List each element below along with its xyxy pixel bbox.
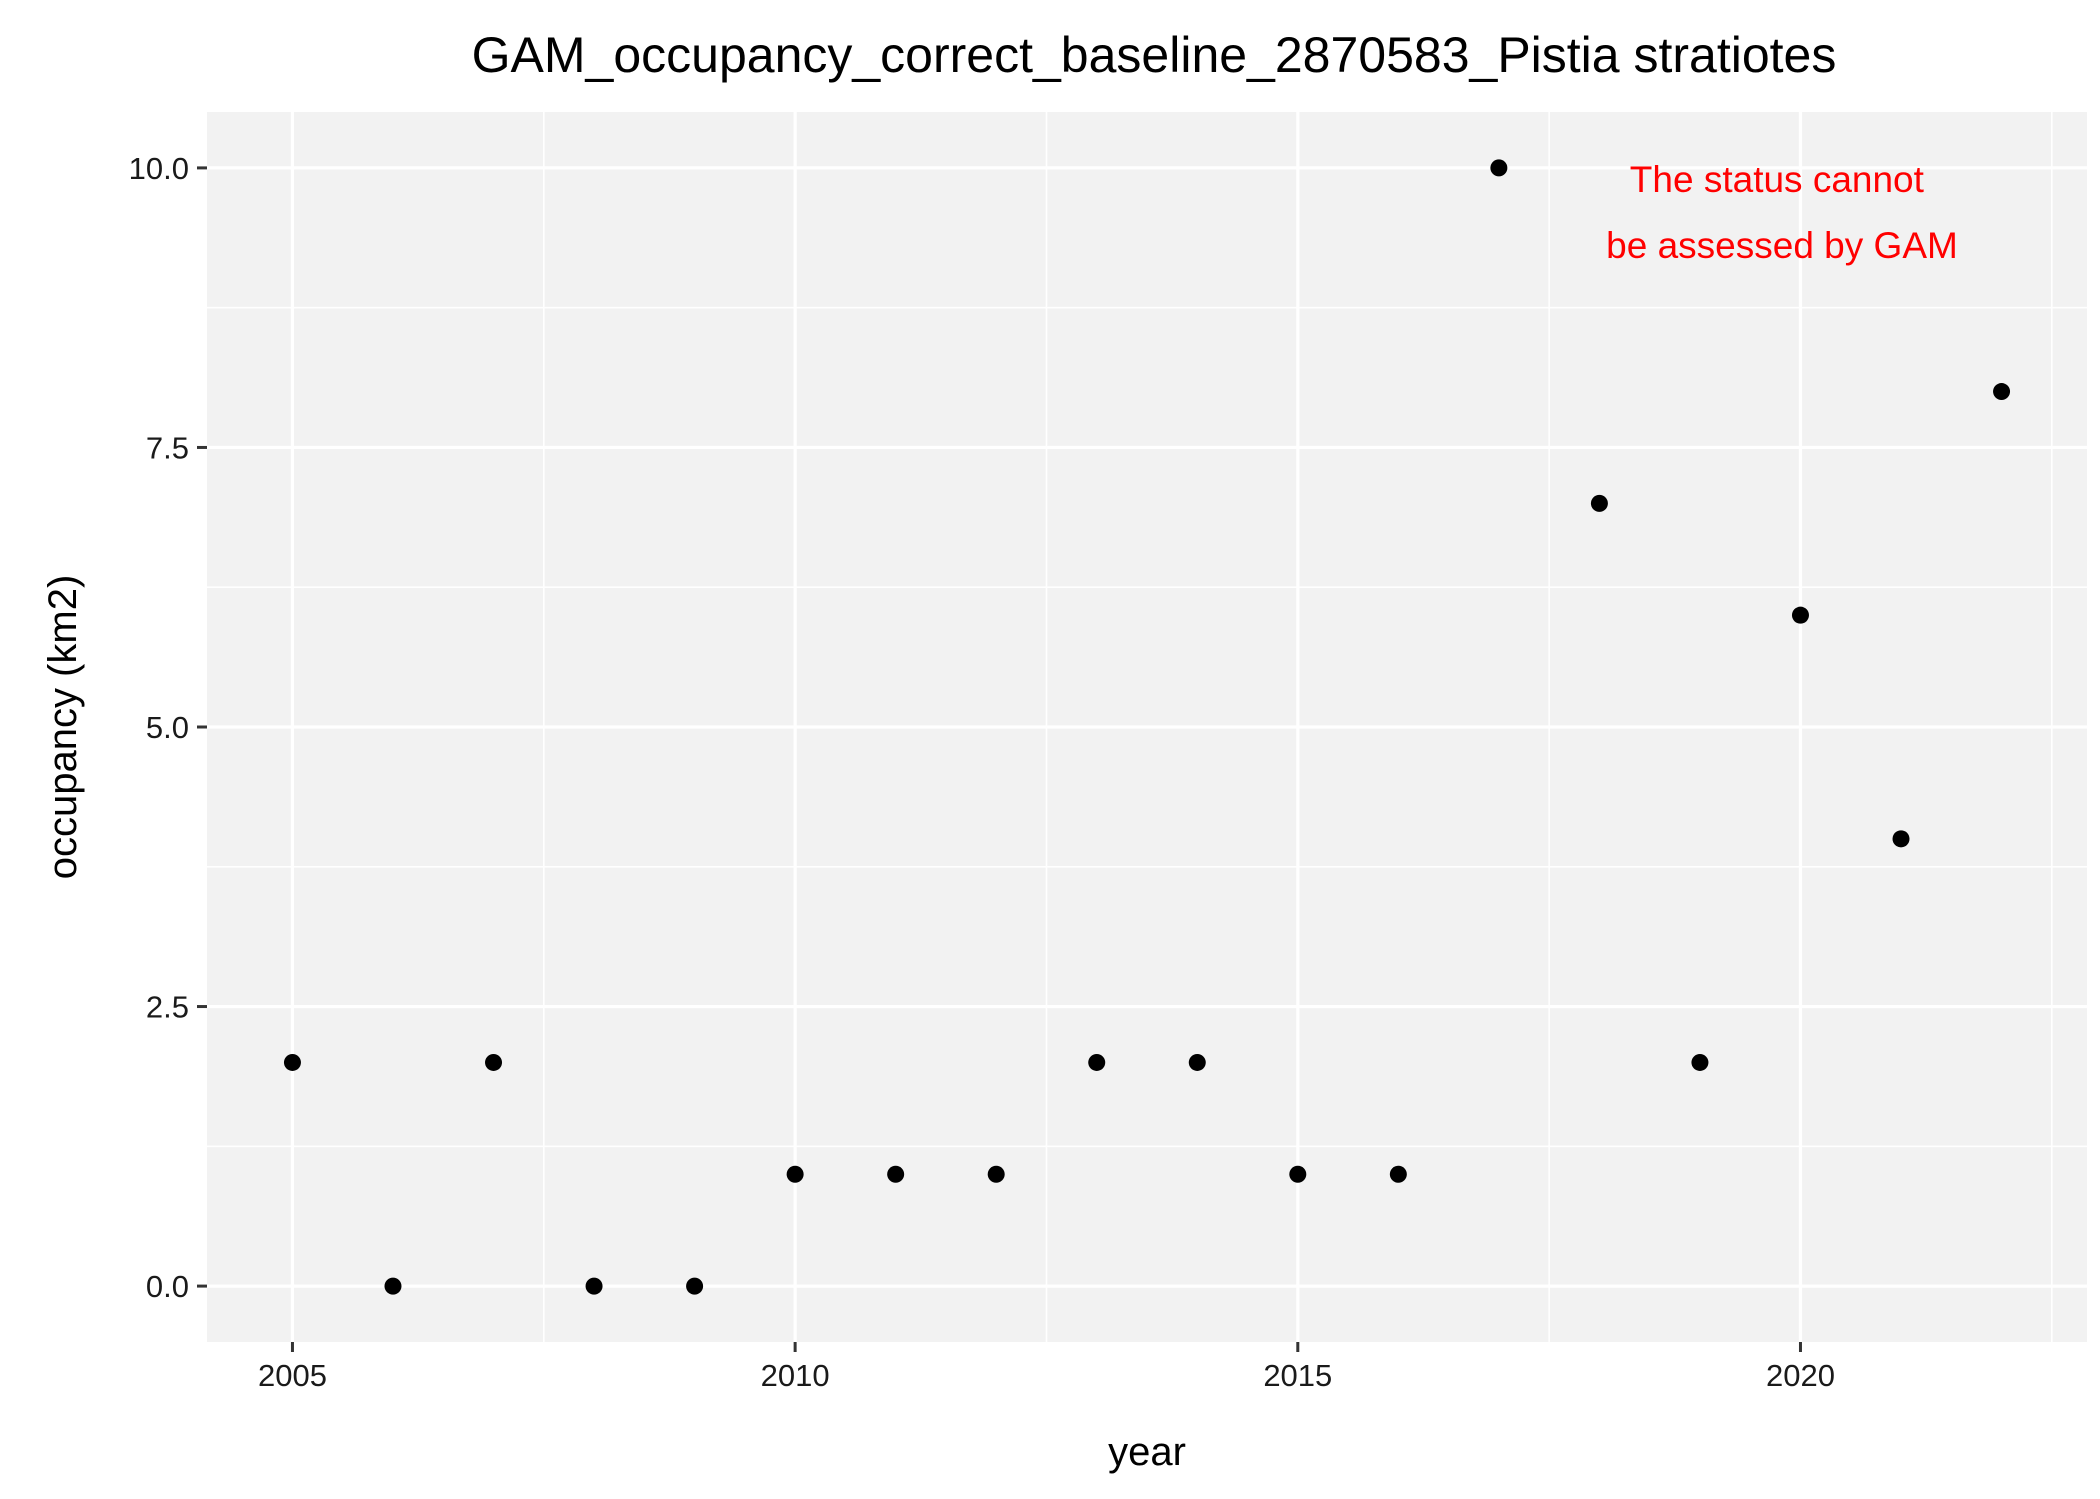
data-point [1691,1053,1709,1071]
y-axis-title: occupancy (km2) [41,575,85,880]
y-tick-label: 2.5 [146,990,189,1025]
data-point [585,1277,603,1295]
status-annotation: The status cannot be assessed by GAM [1606,159,1958,266]
grid-major [207,112,2087,1342]
x-tick-label: 2005 [258,1358,327,1393]
data-point [1188,1053,1206,1071]
data-point [1791,606,1809,624]
data-point [686,1277,704,1295]
data-point [887,1165,905,1183]
data-point [485,1053,503,1071]
data-point [1490,159,1508,177]
x-tick-label: 2010 [761,1358,830,1393]
chart-title: GAM_occupancy_correct_baseline_2870583_P… [472,27,1837,83]
data-point [1892,830,1910,848]
data-point [1993,383,2011,401]
data-point [283,1053,301,1071]
x-tick-label: 2020 [1766,1358,1835,1393]
y-tick-label: 10.0 [129,151,189,186]
y-tick-label: 5.0 [146,710,189,745]
data-point [1289,1165,1307,1183]
y-tick-label: 0.0 [146,1269,189,1304]
x-tick-label: 2015 [1263,1358,1332,1393]
data-point [786,1165,804,1183]
x-axis-ticks: 2005 2010 2015 2020 [258,1342,1835,1393]
y-axis-ticks: 0.0 2.5 5.0 7.5 10.0 [129,151,207,1304]
annotation-line-2: be assessed by GAM [1606,225,1958,266]
data-point [1590,494,1608,512]
y-tick-label: 7.5 [146,430,189,465]
data-point [384,1277,402,1295]
data-points [283,159,2011,1295]
data-point [987,1165,1005,1183]
annotation-line-1: The status cannot [1630,159,1925,200]
x-axis-title: year [1108,1430,1186,1474]
data-point [1389,1165,1407,1183]
data-point [1088,1053,1106,1071]
